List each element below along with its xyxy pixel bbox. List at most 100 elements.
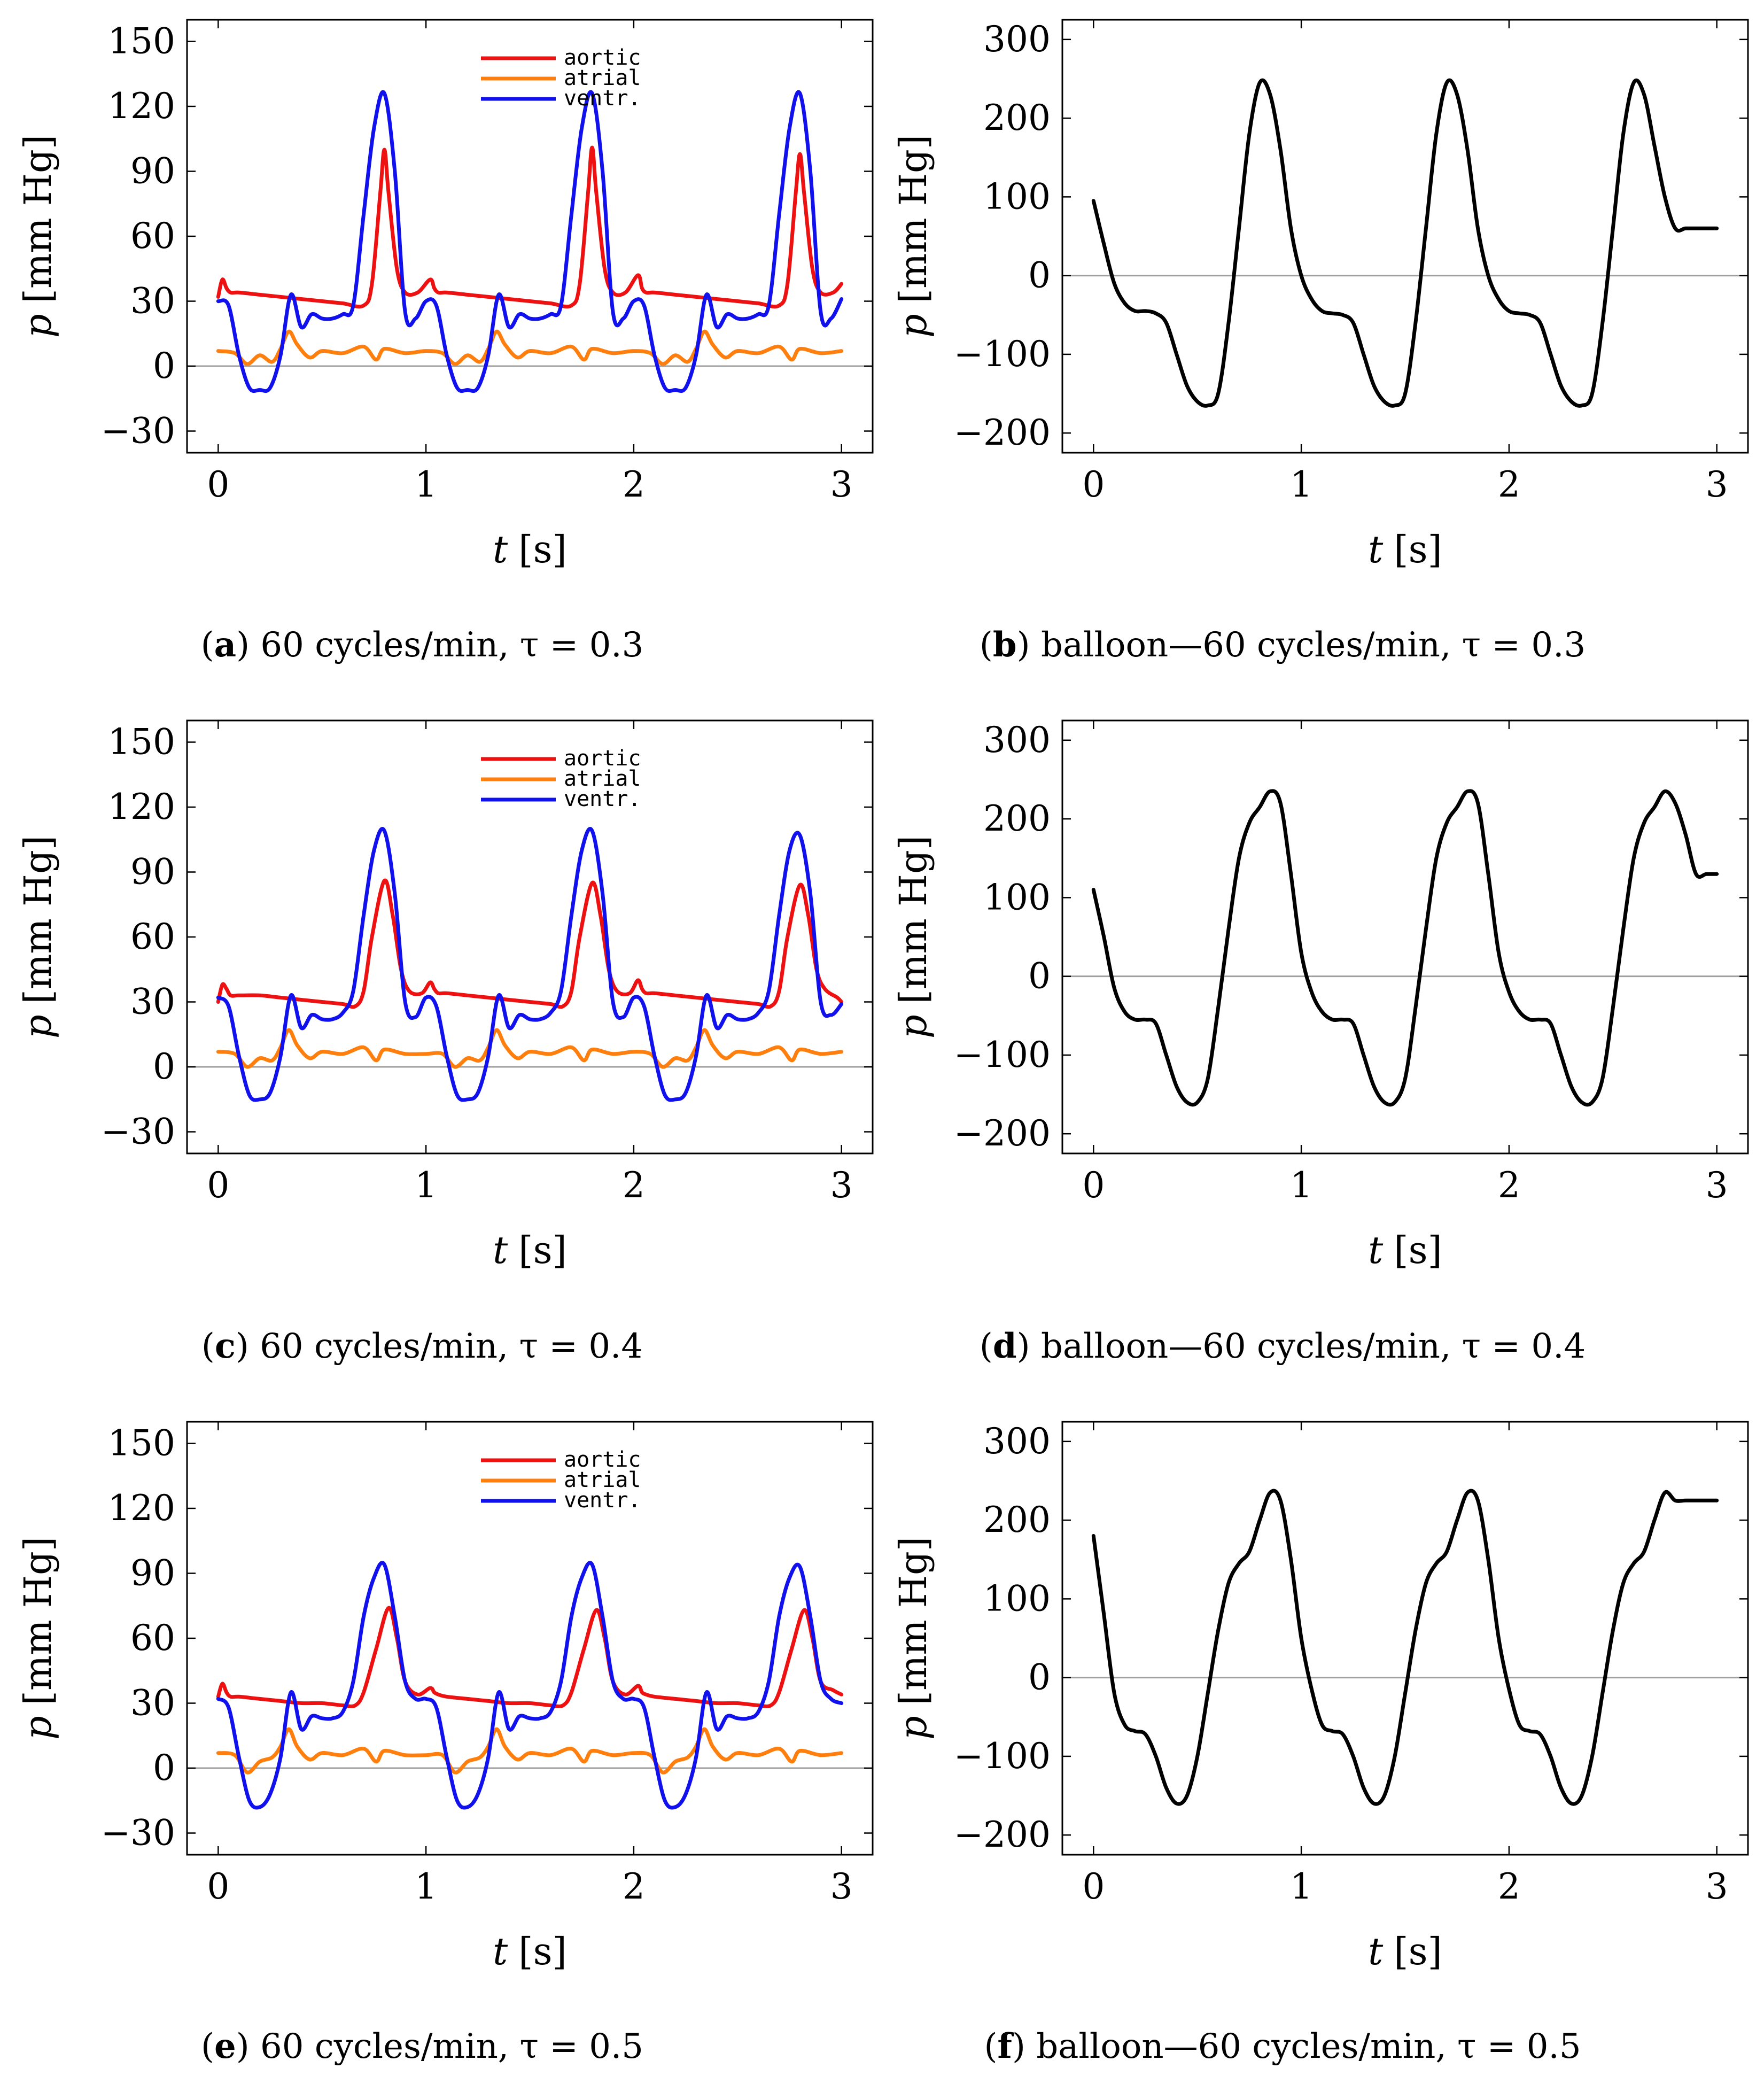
y-tick-label: 30	[130, 1683, 175, 1724]
caption-letter: b	[993, 625, 1017, 665]
y-tick-label: 100	[983, 176, 1051, 217]
x-tick-label: 3	[1706, 1165, 1728, 1206]
x-tick-label: 1	[1290, 1866, 1312, 1907]
caption-paren: )	[1012, 2027, 1036, 2066]
series-line-balloon	[1091, 1489, 1719, 1806]
x-axis-var: t	[1368, 528, 1384, 571]
y-tick-label: −200	[954, 412, 1051, 453]
y-tick-label: −100	[954, 334, 1051, 375]
y-axis-var: p	[891, 1014, 935, 1039]
x-tick-label: 1	[1290, 464, 1312, 505]
x-tick-label: 2	[1498, 1866, 1520, 1907]
y-axis-label: p [mm Hg]	[16, 1537, 60, 1740]
x-tick-label: 2	[1498, 464, 1520, 505]
caption-letter: d	[993, 1326, 1017, 1366]
caption-letter: c	[215, 1326, 236, 1366]
x-tick-label: 2	[623, 1165, 645, 1206]
x-tick-label: 0	[207, 1165, 229, 1206]
caption-paren: )	[1017, 1327, 1041, 1366]
series-line-balloon	[1091, 789, 1719, 1107]
plot-frame	[186, 19, 874, 454]
y-axis-var: p	[16, 1716, 60, 1740]
x-axis-label: t [s]	[1368, 1228, 1442, 1272]
y-tick-label: 60	[130, 916, 175, 957]
series-line-atrial	[216, 329, 844, 366]
y-tick-label: 30	[130, 281, 175, 322]
series-group	[216, 1561, 844, 1810]
y-axis-var: p	[16, 1014, 60, 1039]
caption-paren: )	[1017, 625, 1041, 665]
y-tick-label: 90	[130, 1553, 175, 1594]
series-line-ventr	[216, 1561, 844, 1810]
caption: (b) balloon—60 cycles/min, τ = 0.3	[980, 625, 1586, 665]
x-tick-label: 0	[207, 464, 229, 505]
y-tick-label: 60	[130, 1617, 175, 1659]
x-tick-label: 1	[415, 1866, 437, 1907]
legend-label-aortic: aortic	[564, 1447, 641, 1472]
chart-b: −200 −100 0 100 200 300 0 1 2 3 t [s] p [mm Hg] (b) ba…	[891, 19, 1749, 665]
y-axis-var: p	[891, 314, 935, 338]
x-tick-label: 0	[1082, 464, 1105, 505]
y-tick-label: −100	[954, 1736, 1051, 1777]
legend-label-atrial: atrial	[564, 1468, 641, 1492]
x-tick-label: 3	[1706, 464, 1728, 505]
y-tick-label: 150	[108, 1423, 175, 1464]
x-tick-label: 1	[415, 1165, 437, 1206]
y-axis-unit: [mm Hg]	[891, 135, 935, 303]
series-group	[216, 90, 844, 393]
y-tick-label: 200	[983, 97, 1051, 138]
x-tick-label: 2	[1498, 1165, 1520, 1206]
y-tick-label: −200	[954, 1113, 1051, 1154]
y-axis-unit: [mm Hg]	[16, 135, 60, 303]
caption: (a) 60 cycles/min, τ = 0.3	[201, 625, 644, 665]
caption-paren: (	[980, 1327, 993, 1366]
y-tick-label: −200	[954, 1814, 1051, 1855]
caption-text: balloon—60 cycles/min, τ = 0.5	[1036, 2027, 1581, 2066]
legend-label-atrial: atrial	[564, 66, 641, 90]
series-line-aortic	[216, 1606, 844, 1709]
x-axis-var: t	[1368, 1228, 1384, 1272]
series-line-aortic	[216, 145, 844, 309]
caption-paren: (	[201, 1327, 215, 1366]
y-tick-label: −30	[101, 1111, 175, 1152]
y-tick-label: 150	[108, 21, 175, 62]
chart-f: −200 −100 0 100 200 300 0 1 2 3 t [s] p [mm Hg] (f) ba…	[891, 1421, 1749, 2066]
legend-label-aortic: aortic	[564, 45, 641, 70]
y-tick-label: 200	[983, 1499, 1051, 1540]
y-tick-label: 0	[153, 1046, 175, 1087]
caption: (c) 60 cycles/min, τ = 0.4	[201, 1326, 643, 1366]
x-axis-unit: [s]	[518, 1930, 567, 1973]
legend-label-atrial: atrial	[564, 766, 641, 791]
y-axis-label: p [mm Hg]	[16, 835, 60, 1039]
y-axis-unit: [mm Hg]	[891, 1537, 935, 1705]
y-axis-unit: [mm Hg]	[16, 835, 60, 1004]
y-axis-label: p [mm Hg]	[891, 835, 935, 1039]
legend-label-aortic: aortic	[564, 746, 641, 771]
y-tick-label: 100	[983, 1578, 1051, 1619]
x-axis-label: t [s]	[1368, 528, 1442, 571]
x-tick-label: 0	[1082, 1866, 1105, 1907]
y-tick-label: 120	[108, 786, 175, 827]
x-tick-label: 1	[415, 464, 437, 505]
y-tick-label: 200	[983, 798, 1051, 839]
caption-text: 60 cycles/min, τ = 0.5	[260, 2027, 643, 2066]
caption: (f) balloon—60 cycles/min, τ = 0.5	[984, 2026, 1581, 2066]
x-axis-label: t [s]	[1368, 1930, 1442, 1973]
x-tick-label: 3	[830, 464, 853, 505]
x-axis-unit: [s]	[1394, 1930, 1442, 1973]
legend-label-ventr: ventr.	[564, 787, 641, 811]
series-line-atrial	[216, 1028, 844, 1069]
x-axis-unit: [s]	[518, 1228, 567, 1272]
series-line-aortic	[216, 878, 844, 1009]
y-axis-label: p [mm Hg]	[891, 135, 935, 338]
x-axis-var: t	[1368, 1930, 1384, 1973]
y-tick-label: 30	[130, 981, 175, 1022]
caption-paren: (	[201, 625, 214, 665]
x-tick-label: 2	[623, 464, 645, 505]
x-axis-label: t [s]	[493, 528, 567, 571]
x-axis-var: t	[493, 1228, 508, 1272]
x-axis-label: t [s]	[493, 1228, 567, 1272]
